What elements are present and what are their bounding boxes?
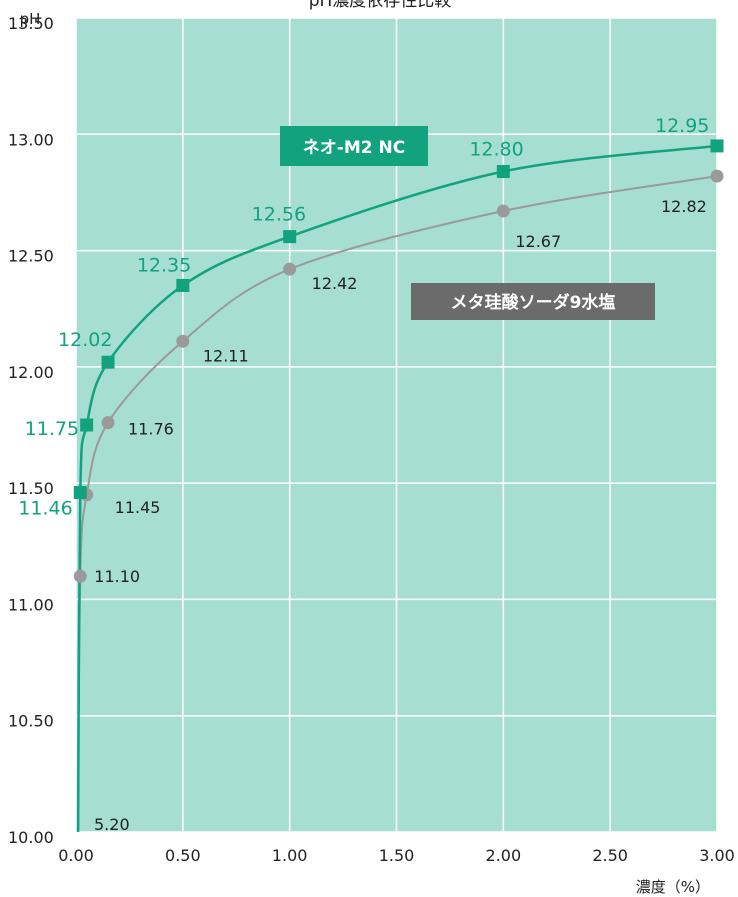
point-neo-m2-nc (101, 355, 115, 369)
data-label-sodium-metasilicate: 11.10 (94, 567, 140, 586)
data-label-neo-m2-nc: 11.46 (18, 497, 72, 519)
data-label-neo-m2-nc: 12.95 (655, 115, 709, 137)
x-tick-label: 1.00 (272, 846, 308, 865)
legend-sodium-metasilicate-label: メタ珪酸ソーダ9水塩 (451, 292, 616, 313)
x-tick-label: 2.50 (592, 846, 628, 865)
series-layer: 5.20 11.10 11.45 11.76 12.11 12.42 12.67 12.82 1… (18, 115, 724, 834)
point-neo-m2-nc (283, 230, 297, 244)
data-label-sodium-metasilicate: 12.42 (312, 274, 358, 293)
chart-title: pH濃度依存性比較 (309, 0, 452, 11)
data-label-neo-m2-nc: 12.35 (137, 254, 191, 276)
x-tick-label: 1.50 (379, 846, 415, 865)
data-label-sodium-metasilicate: 12.11 (203, 346, 249, 365)
y-tick-label: 12.50 (8, 247, 54, 266)
y-tick-label: 12.00 (8, 363, 54, 382)
legend-neo-m2-nc-label: ネオ-M2 NC (303, 138, 405, 158)
y-axis-ticks: 10.00 10.50 11.00 11.50 12.00 12.50 13.00 13.50 (8, 14, 54, 847)
data-label-sodium-metasilicate: 5.20 (94, 815, 130, 834)
grid-lines (75, 17, 718, 833)
y-tick-label: 11.00 (8, 595, 54, 614)
data-label-sodium-metasilicate: 11.76 (128, 420, 174, 439)
point-neo-m2-nc (710, 139, 724, 153)
x-tick-label: 3.00 (699, 846, 735, 865)
point-neo-m2-nc (73, 485, 87, 499)
x-tick-label: 0.50 (165, 846, 201, 865)
x-tick-label: 0.00 (58, 846, 94, 865)
point-sodium-metasilicate (176, 334, 190, 348)
y-tick-label: 13.50 (8, 14, 54, 33)
point-neo-m2-nc (176, 278, 190, 292)
y-tick-label: 10.00 (8, 828, 54, 847)
data-label-neo-m2-nc: 12.02 (58, 329, 112, 351)
point-sodium-metasilicate (101, 416, 115, 430)
legend-sodium-metasilicate: メタ珪酸ソーダ9水塩 (411, 283, 655, 320)
x-axis-ticks: 0.00 0.50 1.00 1.50 2.00 2.50 3.00 (58, 846, 735, 865)
data-label-neo-m2-nc: 12.80 (469, 138, 523, 160)
x-tick-label: 2.00 (486, 846, 522, 865)
y-tick-label: 11.50 (8, 479, 54, 498)
point-neo-m2-nc (80, 418, 94, 432)
data-label-neo-m2-nc: 11.75 (25, 418, 79, 440)
legend-neo-m2-nc: ネオ-M2 NC (280, 126, 428, 166)
data-label-sodium-metasilicate: 12.67 (515, 232, 561, 251)
point-sodium-metasilicate (73, 569, 87, 583)
x-axis-title: 濃度（%） (636, 878, 710, 896)
point-sodium-metasilicate (496, 204, 510, 218)
point-neo-m2-nc (496, 164, 510, 178)
point-sodium-metasilicate (710, 169, 724, 183)
y-tick-label: 10.50 (8, 712, 54, 731)
y-tick-label: 13.00 (8, 130, 54, 149)
data-label-sodium-metasilicate: 12.82 (661, 197, 707, 216)
data-label-sodium-metasilicate: 11.45 (115, 498, 161, 517)
y-axis-title: pH (20, 10, 41, 28)
data-label-neo-m2-nc: 12.56 (252, 204, 306, 226)
point-sodium-metasilicate (283, 262, 297, 276)
